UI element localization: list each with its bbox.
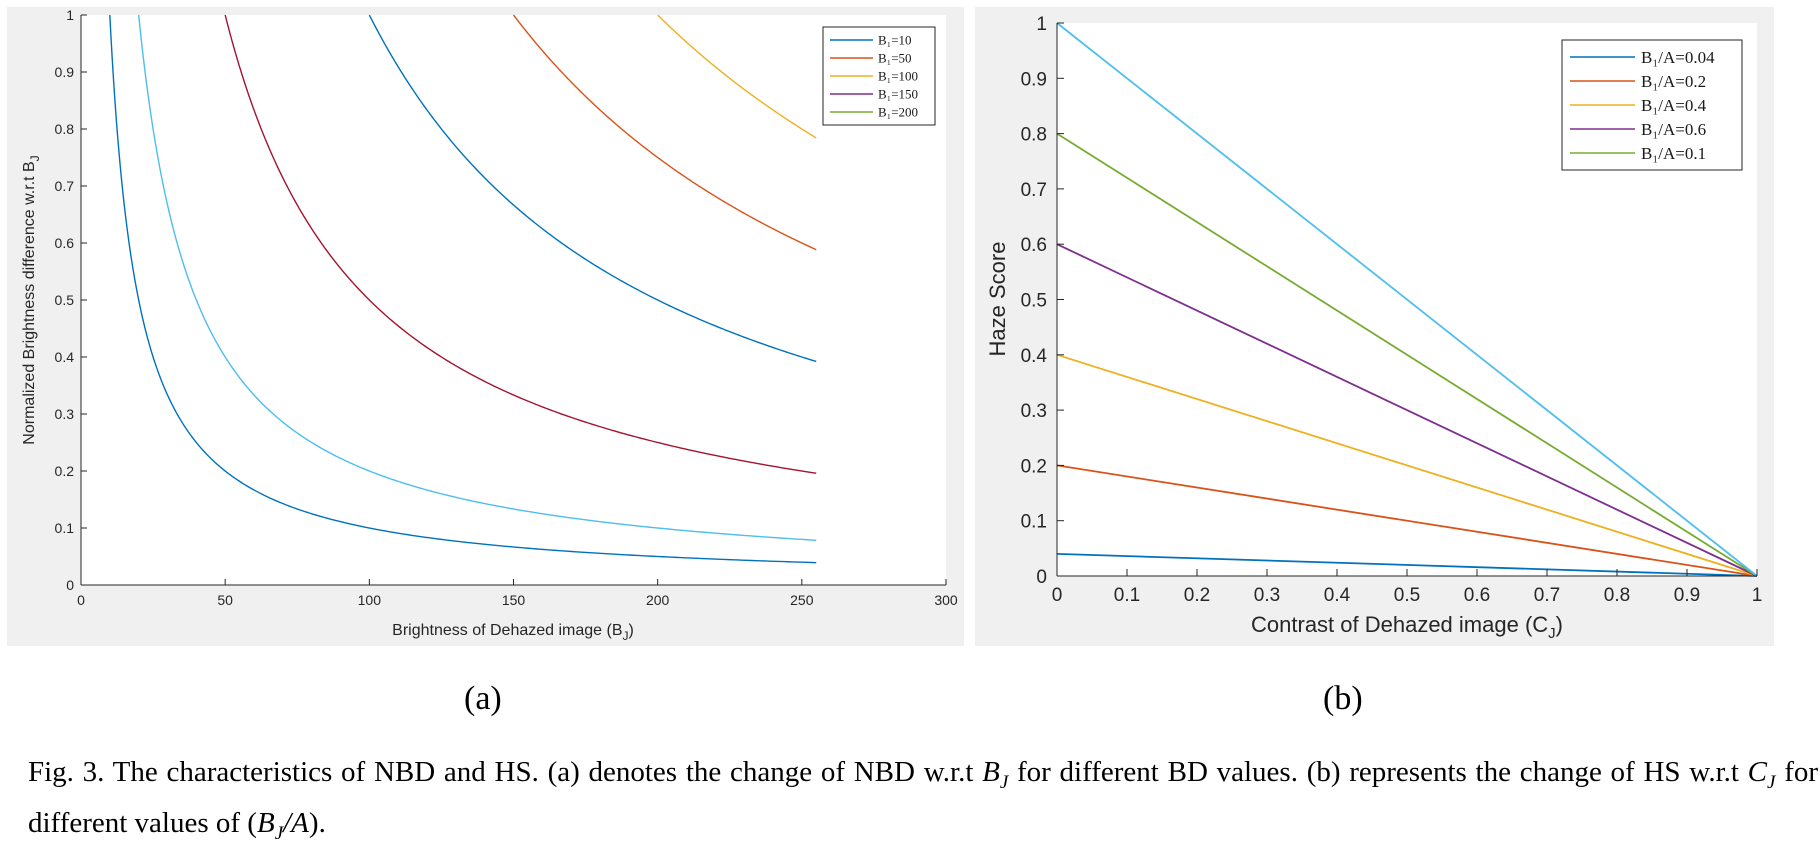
chart-b-x-tick-label: 0.1 <box>1114 585 1140 606</box>
chart-b-x-tick-label: 0.9 <box>1674 585 1700 606</box>
chart-b-line-1 <box>1056 464 1758 577</box>
chart-a-legend-label: B₁=200 <box>878 105 918 120</box>
chart-b-x-tick-label: 0.7 <box>1534 585 1560 606</box>
caption-var-bj: BJ <box>982 756 1009 793</box>
chart-b-y-tick-label: 0.3 <box>1021 401 1047 422</box>
chart-b-legend-label: B₁/A=0.6 <box>1641 120 1706 139</box>
chart-a-y-tick-label: 0.2 <box>55 463 75 479</box>
chart-b: 0 0.1 0.2 0.3 0.4 0.5 0.6 0.7 0.8 0.9 1 0 0.1 0.2 0.3 0… <box>985 14 1763 642</box>
chart-a-x-tick-label: 150 <box>502 592 526 608</box>
chart-b-line-2 <box>1056 353 1758 577</box>
chart-b-legend-label: B₁/A=0.2 <box>1641 72 1706 91</box>
chart-a-x-tick-label: 50 <box>217 592 233 608</box>
chart-a-y-tick-label: 0.9 <box>55 64 75 80</box>
chart-b-y-tick-label: 0.8 <box>1021 125 1047 146</box>
subfigure-label-b: (b) <box>1323 680 1363 717</box>
chart-a-y-tick-label: 1 <box>66 7 74 23</box>
chart-a-x-tick-label: 200 <box>646 592 670 608</box>
chart-b-line-0 <box>1056 552 1758 577</box>
subfigure-label-a: (a) <box>464 680 502 717</box>
chart-b-y-tick-label: 0.2 <box>1021 456 1047 477</box>
chart-a-legend-label: B₁=100 <box>878 69 918 84</box>
chart-a-y-tick-label: 0.5 <box>55 292 75 308</box>
chart-b-y-tick-label: 0 <box>1036 567 1047 588</box>
chart-a-curve-bd-150-4 <box>512 14 817 251</box>
chart-b-y-tick-label: 0.4 <box>1021 346 1048 367</box>
plot-area-a <box>81 15 946 585</box>
chart-b-x-tick-label: 0.2 <box>1184 585 1210 606</box>
caption-var-ratio: BJ/A <box>256 806 309 844</box>
chart-a-y-tick-label: 0.1 <box>55 520 75 536</box>
chart-b-x-tick-label: 0.4 <box>1324 585 1351 606</box>
x-axis-label-b: Contrast of Dehazed image (CJ) <box>1251 612 1563 642</box>
chart-b-y-tick-label: 0.7 <box>1021 180 1047 201</box>
chart-b-x-tick-label: 0 <box>1052 585 1063 606</box>
figure-caption: Fig. 3. The characteristics of NBD and H… <box>28 756 1819 844</box>
chart-a-curve-bd-50-2 <box>224 14 817 474</box>
chart-a-legend-label: B₁=50 <box>878 51 912 66</box>
chart-b-legend-label: B₁/A=0.4 <box>1641 96 1707 115</box>
chart-b-y-tick-label: 0.1 <box>1021 512 1047 533</box>
chart-a-legend-label: B₁=10 <box>878 33 912 48</box>
chart-b-y-tick-label: 0.6 <box>1021 235 1047 256</box>
chart-a-legend-label: B₁=150 <box>878 87 918 102</box>
panel-b: 0 0.1 0.2 0.3 0.4 0.5 0.6 0.7 0.8 0.9 1 0 0.1 0.2 0.3 0… <box>975 7 1774 646</box>
chart-b-line-4 <box>1056 132 1758 577</box>
chart-b-line-3 <box>1056 243 1758 577</box>
x-axis-label-a: Brightness of Dehazed image (BJ) <box>392 622 634 643</box>
y-axis-label-a: Normalized Brightness difference w.r.t B… <box>21 155 42 444</box>
chart-a-x-tick-label: 300 <box>934 592 958 608</box>
chart-b-y-tick-label: 0.9 <box>1021 69 1047 90</box>
chart-b-x-tick-label: 0.6 <box>1464 585 1490 606</box>
chart-a-curve-bd-10-0 <box>109 14 817 564</box>
chart-a-y-tick-label: 0 <box>66 577 74 593</box>
chart-b-y-tick-label: 0.5 <box>1021 291 1047 312</box>
chart-b-x-tick-label: 0.3 <box>1254 585 1280 606</box>
chart-a-x-tick-label: 0 <box>77 592 85 608</box>
chart-b-legend-label: B₁/A=0.1 <box>1641 144 1706 163</box>
chart-a-y-tick-label: 0.6 <box>55 235 75 251</box>
chart-a-y-tick-label: 0.8 <box>55 121 75 137</box>
chart-a-curve-bd-100-3 <box>368 14 817 363</box>
chart-a-curve-bd-200-5 <box>657 14 817 139</box>
chart-b-y-tick-label: 1 <box>1036 14 1047 35</box>
panel-a: 0 50 100 150 200 250 300 0 0.1 0.2 0.3 0.4 0.5 0.6 0.7… <box>7 7 964 646</box>
chart-b-line-5 <box>1056 22 1758 577</box>
chart-a-x-tick-label: 250 <box>790 592 814 608</box>
chart-a-x-tick-label: 100 <box>358 592 382 608</box>
chart-a-y-tick-label: 0.7 <box>55 178 75 194</box>
chart-a-curve-bd-20-1 <box>137 14 817 541</box>
chart-a-y-tick-label: 0.3 <box>55 406 75 422</box>
y-axis-label-b: Haze Score <box>985 242 1010 357</box>
chart-b-x-tick-label: 0.5 <box>1394 585 1420 606</box>
chart-b-legend-label: B₁/A=0.04 <box>1641 48 1715 67</box>
chart-a: 0 50 100 150 200 250 300 0 0.1 0.2 0.3 0.4 0.5 0.6 0.7… <box>21 7 958 643</box>
chart-a-y-tick-label: 0.4 <box>55 349 75 365</box>
chart-b-x-tick-label: 1 <box>1752 585 1763 606</box>
caption-var-cj: CJ <box>1747 756 1776 793</box>
chart-b-x-tick-label: 0.8 <box>1604 585 1630 606</box>
